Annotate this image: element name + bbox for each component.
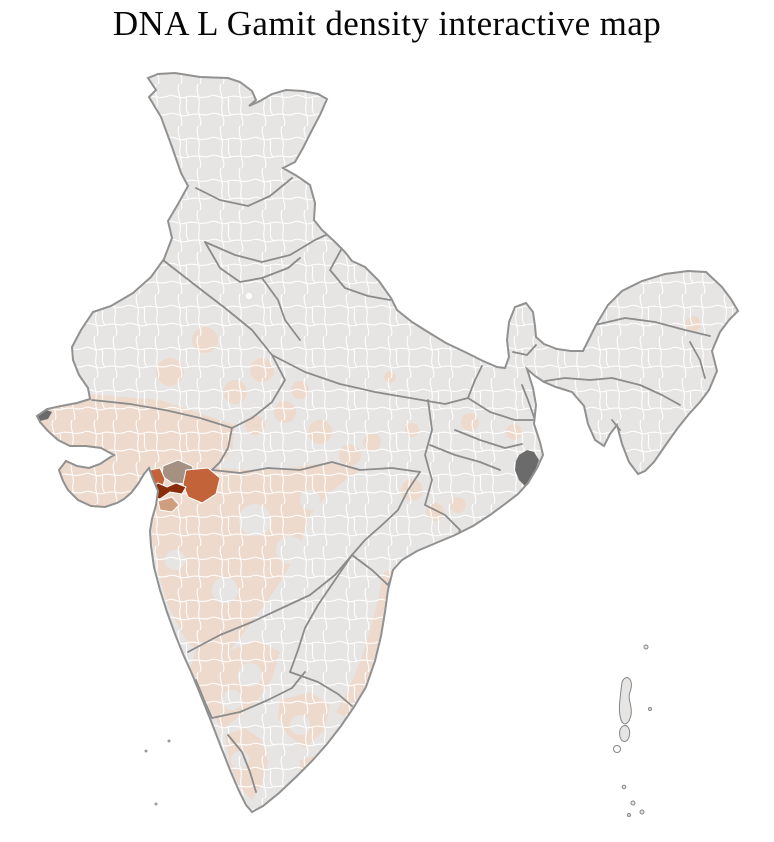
andaman-nicobar-islands[interactable] — [613, 644, 652, 817]
district-borders-texture — [37, 73, 738, 812]
district-medium-light[interactable] — [157, 496, 180, 513]
capital-district-dot — [244, 291, 254, 301]
lakshadweep-islands[interactable] — [144, 739, 171, 806]
page-title: DNA L Gamit density interactive map — [112, 4, 662, 43]
